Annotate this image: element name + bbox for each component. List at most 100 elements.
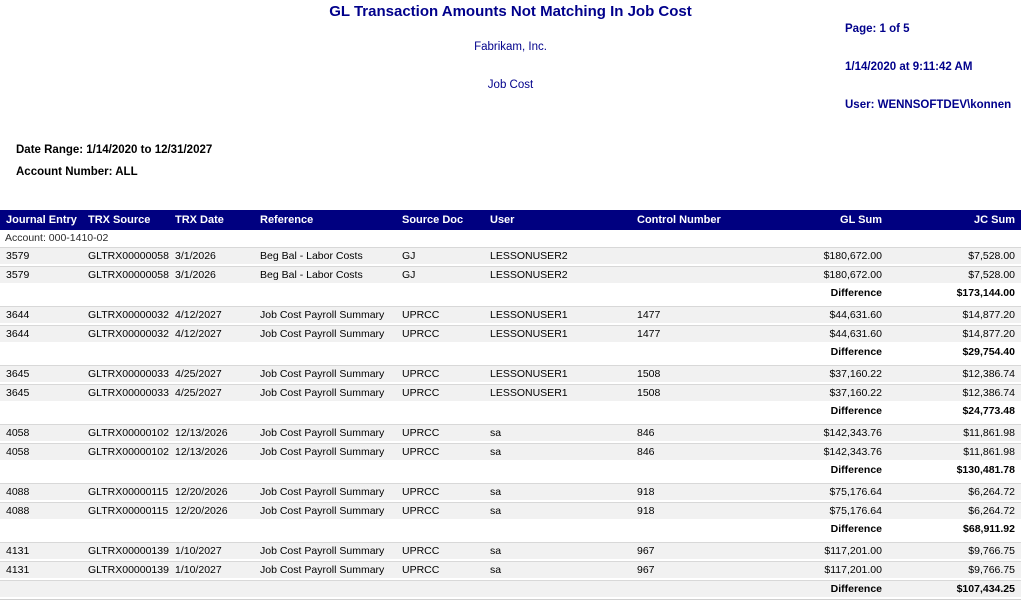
table-row: 4058 GLTRX00000102 12/13/2026 Job Cost Payr…	[0, 443, 1021, 460]
cell-trx-date: 1/10/2027	[175, 545, 222, 557]
cell-trx-date: 12/20/2026	[175, 486, 228, 498]
cell-trx-date: 4/12/2027	[175, 309, 222, 321]
cell-journal-entry: 3645	[6, 387, 30, 399]
cell-source-doc: UPRCC	[402, 368, 440, 380]
cell-trx-source: GLTRX00000033	[88, 368, 169, 380]
cell-source-doc: GJ	[402, 250, 416, 262]
difference-row: Difference $130,481.78	[0, 462, 1021, 477]
cell-user: sa	[490, 446, 502, 458]
cell-journal-entry: 3645	[6, 368, 30, 380]
table-body: 3579 GLTRX00000058 3/1/2026 Beg Bal - Labor…	[0, 247, 1021, 597]
cell-journal-entry: 4131	[6, 564, 30, 576]
cell-reference: Job Cost Payroll Summary	[260, 505, 385, 517]
table-row: 4088 GLTRX00000115 12/20/2026 Job Cost Payr…	[0, 483, 1021, 500]
cell-user: sa	[490, 564, 502, 576]
cell-source-doc: UPRCC	[402, 564, 440, 576]
cell-trx-source: GLTRX00000033	[88, 387, 169, 399]
cell-journal-entry: 3644	[6, 309, 30, 321]
cell-jc-sum: $6,264.72	[968, 486, 1015, 498]
account-label: Account: 000-1410-02	[5, 232, 109, 244]
cell-reference: Job Cost Payroll Summary	[260, 446, 385, 458]
module-name: Job Cost	[487, 79, 534, 91]
difference-row: Difference $107,434.25	[0, 580, 1021, 597]
table-row: 4058 GLTRX00000102 12/13/2026 Job Cost Payr…	[0, 424, 1021, 441]
cell-trx-date: 12/20/2026	[175, 505, 228, 517]
difference-row: Difference $173,144.00	[0, 285, 1021, 300]
cell-gl-sum: $142,343.76	[823, 427, 882, 439]
cell-user: LESSONUSER1	[490, 309, 568, 321]
account-number-label: Account Number: ALL	[16, 166, 138, 178]
table-row: 3644 GLTRX00000032 4/12/2027 Job Cost Payro…	[0, 306, 1021, 323]
cell-trx-date: 4/12/2027	[175, 328, 222, 340]
bottom-divider	[0, 599, 1021, 600]
cell-difference-label: Difference	[830, 583, 882, 595]
cell-trx-date: 1/10/2027	[175, 564, 222, 576]
cell-user: LESSONUSER1	[490, 387, 568, 399]
cell-reference: Beg Bal - Labor Costs	[260, 269, 363, 281]
cell-user: LESSONUSER2	[490, 269, 568, 281]
cell-gl-sum: $75,176.64	[829, 486, 882, 498]
cell-difference-amount: $29,754.40	[962, 345, 1015, 358]
cell-gl-sum: $117,201.00	[824, 545, 882, 557]
cell-trx-source: GLTRX00000102	[88, 427, 169, 439]
cell-trx-date: 3/1/2026	[175, 250, 216, 262]
cell-jc-sum: $12,386.74	[962, 368, 1015, 380]
cell-journal-entry: 3579	[6, 250, 30, 262]
cell-control-number: 918	[637, 505, 655, 517]
cell-difference-amount: $173,144.00	[956, 286, 1015, 299]
cell-journal-entry: 3579	[6, 269, 30, 281]
difference-row: Difference $68,911.92	[0, 521, 1021, 536]
cell-gl-sum: $180,672.00	[823, 269, 882, 281]
table-row: 4131 GLTRX00000139 1/10/2027 Job Cost Payro…	[0, 542, 1021, 559]
cell-difference-amount: $107,434.25	[956, 583, 1015, 595]
cell-difference-amount: $24,773.48	[962, 404, 1015, 417]
page-number: Page: 1 of 5	[845, 23, 910, 35]
cell-reference: Job Cost Payroll Summary	[260, 328, 385, 340]
cell-jc-sum: $7,528.00	[968, 250, 1015, 262]
cell-source-doc: GJ	[402, 269, 416, 281]
cell-control-number: 1508	[637, 368, 661, 380]
cell-reference: Job Cost Payroll Summary	[260, 545, 385, 557]
cell-user: LESSONUSER1	[490, 368, 568, 380]
cell-control-number: 846	[637, 427, 655, 439]
cell-jc-sum: $6,264.72	[968, 505, 1015, 517]
cell-control-number: 846	[637, 446, 655, 458]
cell-jc-sum: $7,528.00	[968, 269, 1015, 281]
cell-reference: Job Cost Payroll Summary	[260, 387, 385, 399]
cell-control-number: 967	[637, 545, 655, 557]
cell-user: sa	[490, 545, 502, 557]
table-row: 3644 GLTRX00000032 4/12/2027 Job Cost Payro…	[0, 325, 1021, 342]
report-parameters: Date Range: 1/14/2020 to 12/31/2027 Acco…	[16, 144, 212, 188]
table-row: 3645 GLTRX00000033 4/25/2027 Job Cost Payro…	[0, 365, 1021, 382]
column-header-control-number: Control Number	[637, 214, 721, 226]
cell-control-number: 1477	[637, 309, 661, 321]
cell-control-number: 1508	[637, 387, 661, 399]
cell-trx-source: GLTRX00000115	[88, 486, 169, 498]
cell-reference: Job Cost Payroll Summary	[260, 368, 385, 380]
difference-row: Difference $29,754.40	[0, 344, 1021, 359]
column-header-source-doc: Source Doc	[402, 214, 464, 226]
cell-source-doc: UPRCC	[402, 309, 440, 321]
table-area: Account: 000-1410-02 3579 GLTRX00000058 3/…	[0, 230, 1021, 600]
cell-gl-sum: $142,343.76	[823, 446, 882, 458]
cell-jc-sum: $14,877.20	[962, 309, 1015, 321]
table-row: 3645 GLTRX00000033 4/25/2027 Job Cost Payro…	[0, 384, 1021, 401]
cell-jc-sum: $9,766.75	[968, 545, 1015, 557]
cell-journal-entry: 3644	[6, 328, 30, 340]
cell-user: sa	[490, 427, 502, 439]
report-title: GL Transaction Amounts Not Matching In J…	[329, 3, 692, 20]
cell-gl-sum: $44,631.60	[829, 309, 882, 321]
cell-trx-date: 4/25/2027	[175, 387, 222, 399]
report-meta: Page: 1 of 5 1/14/2020 at 9:11:42 AM Use…	[845, 23, 1011, 137]
cell-source-doc: UPRCC	[402, 486, 440, 498]
cell-jc-sum: $11,861.98	[963, 446, 1015, 458]
cell-user: LESSONUSER1	[490, 328, 568, 340]
cell-difference-label: Difference	[830, 345, 882, 358]
cell-difference-label: Difference	[830, 404, 882, 417]
cell-source-doc: UPRCC	[402, 387, 440, 399]
cell-difference-label: Difference	[830, 286, 882, 299]
cell-gl-sum: $44,631.60	[829, 328, 882, 340]
cell-control-number: 918	[637, 486, 655, 498]
cell-journal-entry: 4088	[6, 486, 30, 498]
